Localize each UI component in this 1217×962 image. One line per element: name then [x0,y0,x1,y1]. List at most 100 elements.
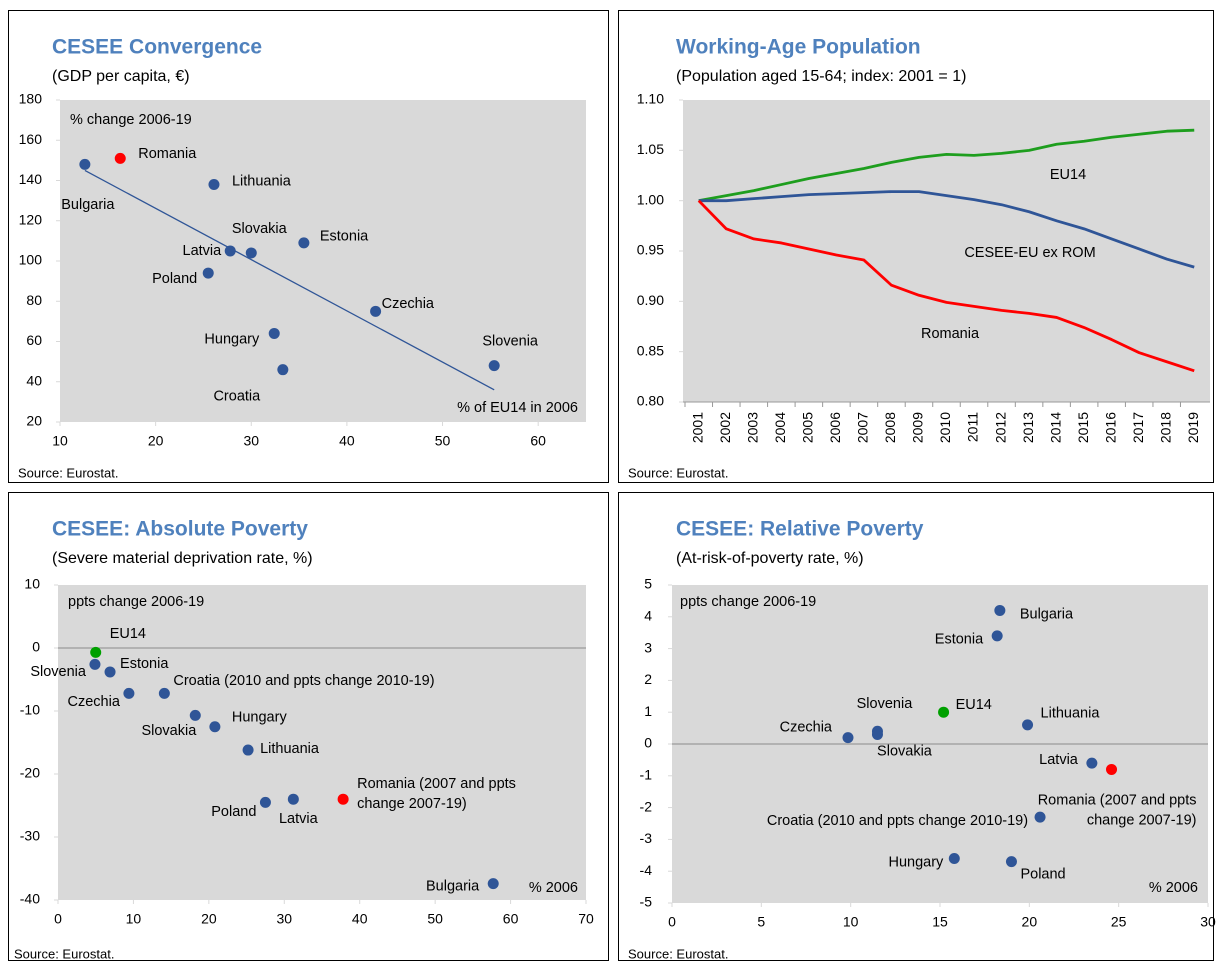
data-point [209,721,221,733]
y-tick-label: -20 [20,765,40,781]
x-tick-label: 2014 [1047,412,1063,443]
y-tick-label: 5 [644,576,652,592]
point-label: Poland [211,804,256,820]
x-tick-label: 5 [757,914,765,930]
panel-border [8,10,609,483]
data-point [1005,856,1017,868]
x-tick-label: 70 [578,911,594,927]
plot-area [683,100,1210,402]
source-note: Source: Eurostat. [628,946,728,961]
point-label: Croatia [213,389,261,405]
data-point [259,796,271,808]
point-label: Czechia [780,719,833,735]
x-tick-label: 2004 [772,412,788,443]
y-tick-label: 160 [19,131,43,147]
y-tick-label: -2 [640,798,653,814]
y-tick-label: 40 [26,372,42,388]
y-tick-label: 1 [644,703,652,719]
point-label: Lithuania [1041,706,1101,722]
point-label: Bulgaria [61,197,115,213]
annotation: % change 2006-19 [70,112,192,128]
x-tick-label: 60 [503,911,519,927]
x-tick-label: 2017 [1130,412,1146,443]
point-label: Slovakia [877,743,933,759]
y-tick-label: 140 [19,171,43,187]
point-label: Slovenia [482,333,539,349]
point-label: Estonia [120,656,169,672]
data-point [158,687,170,699]
source-note: Source: Eurostat. [628,465,728,480]
chart-title: Working-Age Population [676,36,921,59]
data-point [938,706,950,718]
y-tick-label: 2 [644,671,652,687]
data-point [79,158,91,170]
y-tick-label: 1.00 [637,191,664,207]
point-label: Croatia (2010 and ppts change 2010-19) [767,813,1028,829]
chart-title: CESEE: Relative Poverty [676,518,924,541]
y-tick-label: -4 [640,862,653,878]
x-tick-label: 2009 [910,412,926,443]
y-tick-label: 3 [644,639,652,655]
x-tick-label: 2011 [965,412,981,442]
y-tick-label: 60 [26,332,42,348]
data-point [104,666,116,678]
y-tick-label: 80 [26,292,42,308]
y-tick-label: 0.90 [637,292,664,308]
x-tick-label: 15 [932,914,948,930]
x-tick-label: 10 [52,433,68,449]
x-tick-label: 2005 [800,412,816,443]
data-point [842,732,854,744]
point-label: Latvia [1039,752,1079,768]
point-label: EU14 [956,697,992,713]
y-tick-label: 100 [19,252,43,268]
data-point [871,728,883,740]
x-tick-label: 2012 [992,412,1008,443]
y-tick-label: 1.10 [637,91,664,107]
point-label: Latvia [183,243,223,259]
y-tick-label: 0 [32,639,40,655]
chart-title: CESEE Convergence [52,36,262,59]
data-point [298,237,310,249]
data-point [90,646,102,658]
chart-title: CESEE: Absolute Poverty [52,518,308,541]
data-point [123,687,135,699]
y-tick-label: 120 [19,211,43,227]
x-tick-label: 2001 [689,412,705,443]
x-tick-label: 0 [54,911,62,927]
series-label: CESEE-EU ex ROM [964,245,1095,261]
point-label: Hungary [204,331,260,347]
data-point [487,878,499,890]
series-line [697,199,1195,373]
point-label: Estonia [935,632,984,648]
data-point [1106,763,1118,775]
point-label: Estonia [320,229,369,245]
x-tick-label: 2003 [745,412,761,443]
point-label: Romania (2007 and ppts [357,776,516,792]
annotation: ppts change 2006-19 [68,594,204,610]
point-label: Croatia (2010 and ppts change 2010-19) [173,673,434,689]
data-point [224,245,236,257]
point-label: Lithuania [232,173,292,189]
point-label: Slovenia [30,664,87,680]
x-tick-label: 2018 [1157,412,1173,443]
x-tick-label: 30 [243,433,259,449]
annotation: % 2006 [1149,880,1198,896]
series-line [698,190,1195,269]
source-note: Source: Eurostat. [14,946,114,961]
y-tick-label: 10 [24,576,40,592]
x-tick-label: 10 [126,911,142,927]
y-tick-label: 0.95 [637,242,664,258]
source-note: Source: Eurostat. [18,465,118,480]
data-point [488,360,500,372]
y-tick-label: -5 [640,894,653,910]
data-point [370,305,382,317]
x-tick-label: 2002 [717,412,733,443]
data-point [287,793,299,805]
x-tick-label: 2010 [937,412,953,443]
trend-line [84,169,495,391]
y-tick-label: 0.80 [637,393,664,409]
point-label: Hungary [232,710,288,726]
point-label: Lithuania [260,741,320,757]
point-label: Poland [1020,866,1065,882]
